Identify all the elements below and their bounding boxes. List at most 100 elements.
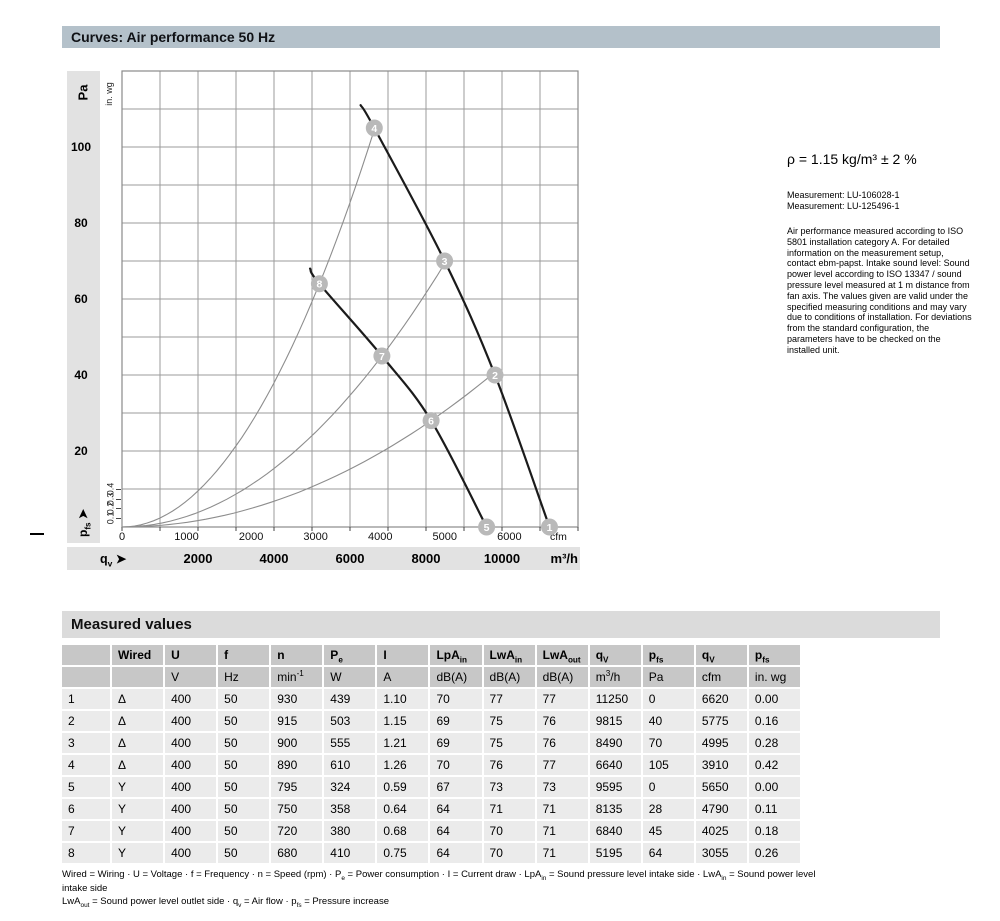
table-cell: 4790 [695, 799, 747, 819]
table-cell: 71 [536, 799, 588, 819]
table-unit-cell: A [377, 667, 429, 687]
table-cell: 69 [430, 733, 482, 753]
table-row: 7 Y 400 50 720 380 0.68 64 70 71 6840 45 4025 0.18 [62, 821, 800, 841]
table-cell: 6640 [589, 755, 641, 775]
table-cell: 1.21 [377, 733, 429, 753]
table-row: 5 Y 400 50 795 324 0.59 67 73 73 9595 0 5650 0.00 [62, 777, 800, 797]
table-unit-cell: dB(A) [430, 667, 482, 687]
table-unit-cell: m3/h [589, 667, 641, 687]
table-cell: 324 [324, 777, 376, 797]
table-cell: 0 [642, 689, 694, 709]
y-tick-pa: 40 [74, 368, 88, 382]
table-cell: 0.68 [377, 821, 429, 841]
table-cell: 0.11 [748, 799, 800, 819]
table-cell: 50 [218, 799, 270, 819]
curve-point-number: 4 [371, 123, 377, 135]
curve-point-marker [436, 252, 454, 270]
measurement-ref-2: Measurement: LU-125496-1 [787, 201, 900, 211]
table-cell: 77 [536, 689, 588, 709]
table-cell: 1 [62, 689, 110, 709]
fan-curve [309, 267, 488, 529]
x-tick-cfm: 2000 [238, 531, 264, 543]
table-cell: 400 [165, 689, 217, 709]
legend-line-1: Wired = Wiring · U = Voltage · f = Frequ… [62, 869, 816, 894]
y-tick-inwg-dash [116, 508, 121, 510]
table-cell: 410 [324, 843, 376, 863]
table-cell: 45 [642, 821, 694, 841]
table-row: 1 Δ 400 50 930 439 1.10 70 77 77 11250 0 6620 0.00 [62, 689, 800, 709]
x-tick-cfm: 4000 [367, 531, 393, 543]
system-resistance-curve [121, 129, 375, 528]
table-cell: Y [112, 777, 164, 797]
table-cell: 70 [483, 843, 535, 863]
table-cell: 4 [62, 755, 110, 775]
curve-point-marker [373, 347, 391, 365]
curve-point-number: 7 [379, 351, 385, 363]
measured-values-title: Measured values [71, 616, 192, 633]
table-cell: 720 [271, 821, 323, 841]
table-unit-cell: W [324, 667, 376, 687]
table-cell: 915 [271, 711, 323, 731]
table-cell: 0.00 [748, 777, 800, 797]
table-cell: 70 [642, 733, 694, 753]
table-header-cell: f [218, 645, 270, 665]
table-cell: 400 [165, 733, 217, 753]
curve-point-number: 6 [428, 415, 434, 427]
table-cell: 0.28 [748, 733, 800, 753]
x-axis-ticks [121, 527, 579, 531]
table-header-cell: LpAin [430, 645, 482, 665]
table-cell: 70 [430, 755, 482, 775]
table-cell: 503 [324, 711, 376, 731]
y-tick-pa: 20 [74, 444, 88, 458]
table-row: 6 Y 400 50 750 358 0.64 64 71 71 8135 28 4790 0.11 [62, 799, 800, 819]
table-cell: 71 [483, 799, 535, 819]
table-cell: 64 [430, 843, 482, 863]
table-cell: 358 [324, 799, 376, 819]
table-header-cell [62, 645, 110, 665]
y-tick-pa: 80 [74, 216, 88, 230]
table-cell: 5195 [589, 843, 641, 863]
table-cell: 9595 [589, 777, 641, 797]
table-row: 8 Y 400 50 680 410 0.75 64 70 71 5195 64 3055 0.26 [62, 843, 800, 863]
curve-point-number: 3 [442, 256, 448, 268]
table-cell: 67 [430, 777, 482, 797]
curve-point-number: 8 [316, 279, 322, 291]
table-cell: 3910 [695, 755, 747, 775]
abbreviations-legend: Wired = Wiring · U = Voltage · f = Frequ… [62, 868, 822, 909]
table-cell: 77 [483, 689, 535, 709]
table-cell: 0 [642, 777, 694, 797]
table-cell: 69 [430, 711, 482, 731]
table-cell: 900 [271, 733, 323, 753]
table-cell: 0.16 [748, 711, 800, 731]
table-unit-cell: Pa [642, 667, 694, 687]
table-row: 3 Δ 400 50 900 555 1.21 69 75 76 8490 70 4995 0.28 [62, 733, 800, 753]
table-header-cell: U [165, 645, 217, 665]
curve-point-marker [541, 518, 558, 536]
measurement-references: Measurement: LU-106028-1 Measurement: LU… [787, 190, 987, 212]
table-cell: 64 [430, 799, 482, 819]
curve-point-marker [486, 366, 504, 384]
x-tick-m3h: 6000 [335, 551, 365, 566]
table-cell: 8 [62, 843, 110, 863]
table-cell: 6840 [589, 821, 641, 841]
table-cell: 75 [483, 711, 535, 731]
table-cell: 5775 [695, 711, 747, 731]
curve-point-marker [365, 119, 383, 137]
table-header-cell: LwAout [536, 645, 588, 665]
table-cell: 2 [62, 711, 110, 731]
table-cell: 930 [271, 689, 323, 709]
table-cell: 6 [62, 799, 110, 819]
table-cell: 50 [218, 777, 270, 797]
table-cell: 71 [536, 821, 588, 841]
x-tick-m3h: 2000 [183, 551, 213, 566]
x-tick-m3h: 4000 [259, 551, 289, 566]
table-row: 2 Δ 400 50 915 503 1.15 69 75 76 9815 40 5775 0.16 [62, 711, 800, 731]
table-cell: 5 [62, 777, 110, 797]
table-header-cell: qV [589, 645, 641, 665]
table-cell: 400 [165, 843, 217, 863]
table-cell: 1.15 [377, 711, 429, 731]
table-cell: 0.00 [748, 689, 800, 709]
air-density-note: ρ = 1.15 kg/m³ ± 2 % [787, 151, 917, 167]
measurement-ref-1: Measurement: LU-106028-1 [787, 190, 900, 200]
